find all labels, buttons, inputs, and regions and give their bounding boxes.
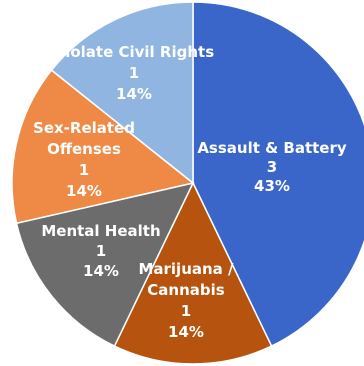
slice-label-1: Marijuana / Cannabis 1 14% bbox=[138, 260, 234, 341]
pie-labels: Assault & Battery 3 43% Marijuana / Cannabis… bbox=[33, 43, 347, 341]
pie-slice-0 bbox=[192, 1, 364, 348]
pie-slice-2 bbox=[15, 181, 195, 348]
slice-label-4: Violate Civil Rights 1 14% bbox=[54, 43, 214, 103]
pie-slice-4 bbox=[50, 1, 194, 185]
pie-slice-3 bbox=[11, 69, 195, 225]
slice-label-0: Assault & Battery 3 43% bbox=[197, 139, 347, 195]
pie-slices bbox=[11, 1, 364, 365]
slice-label-2: Mental Health 1 14% bbox=[41, 222, 160, 280]
pie-slice-1 bbox=[113, 181, 273, 365]
slice-label-3: Sex-Related Offenses 1 14% bbox=[33, 119, 135, 200]
